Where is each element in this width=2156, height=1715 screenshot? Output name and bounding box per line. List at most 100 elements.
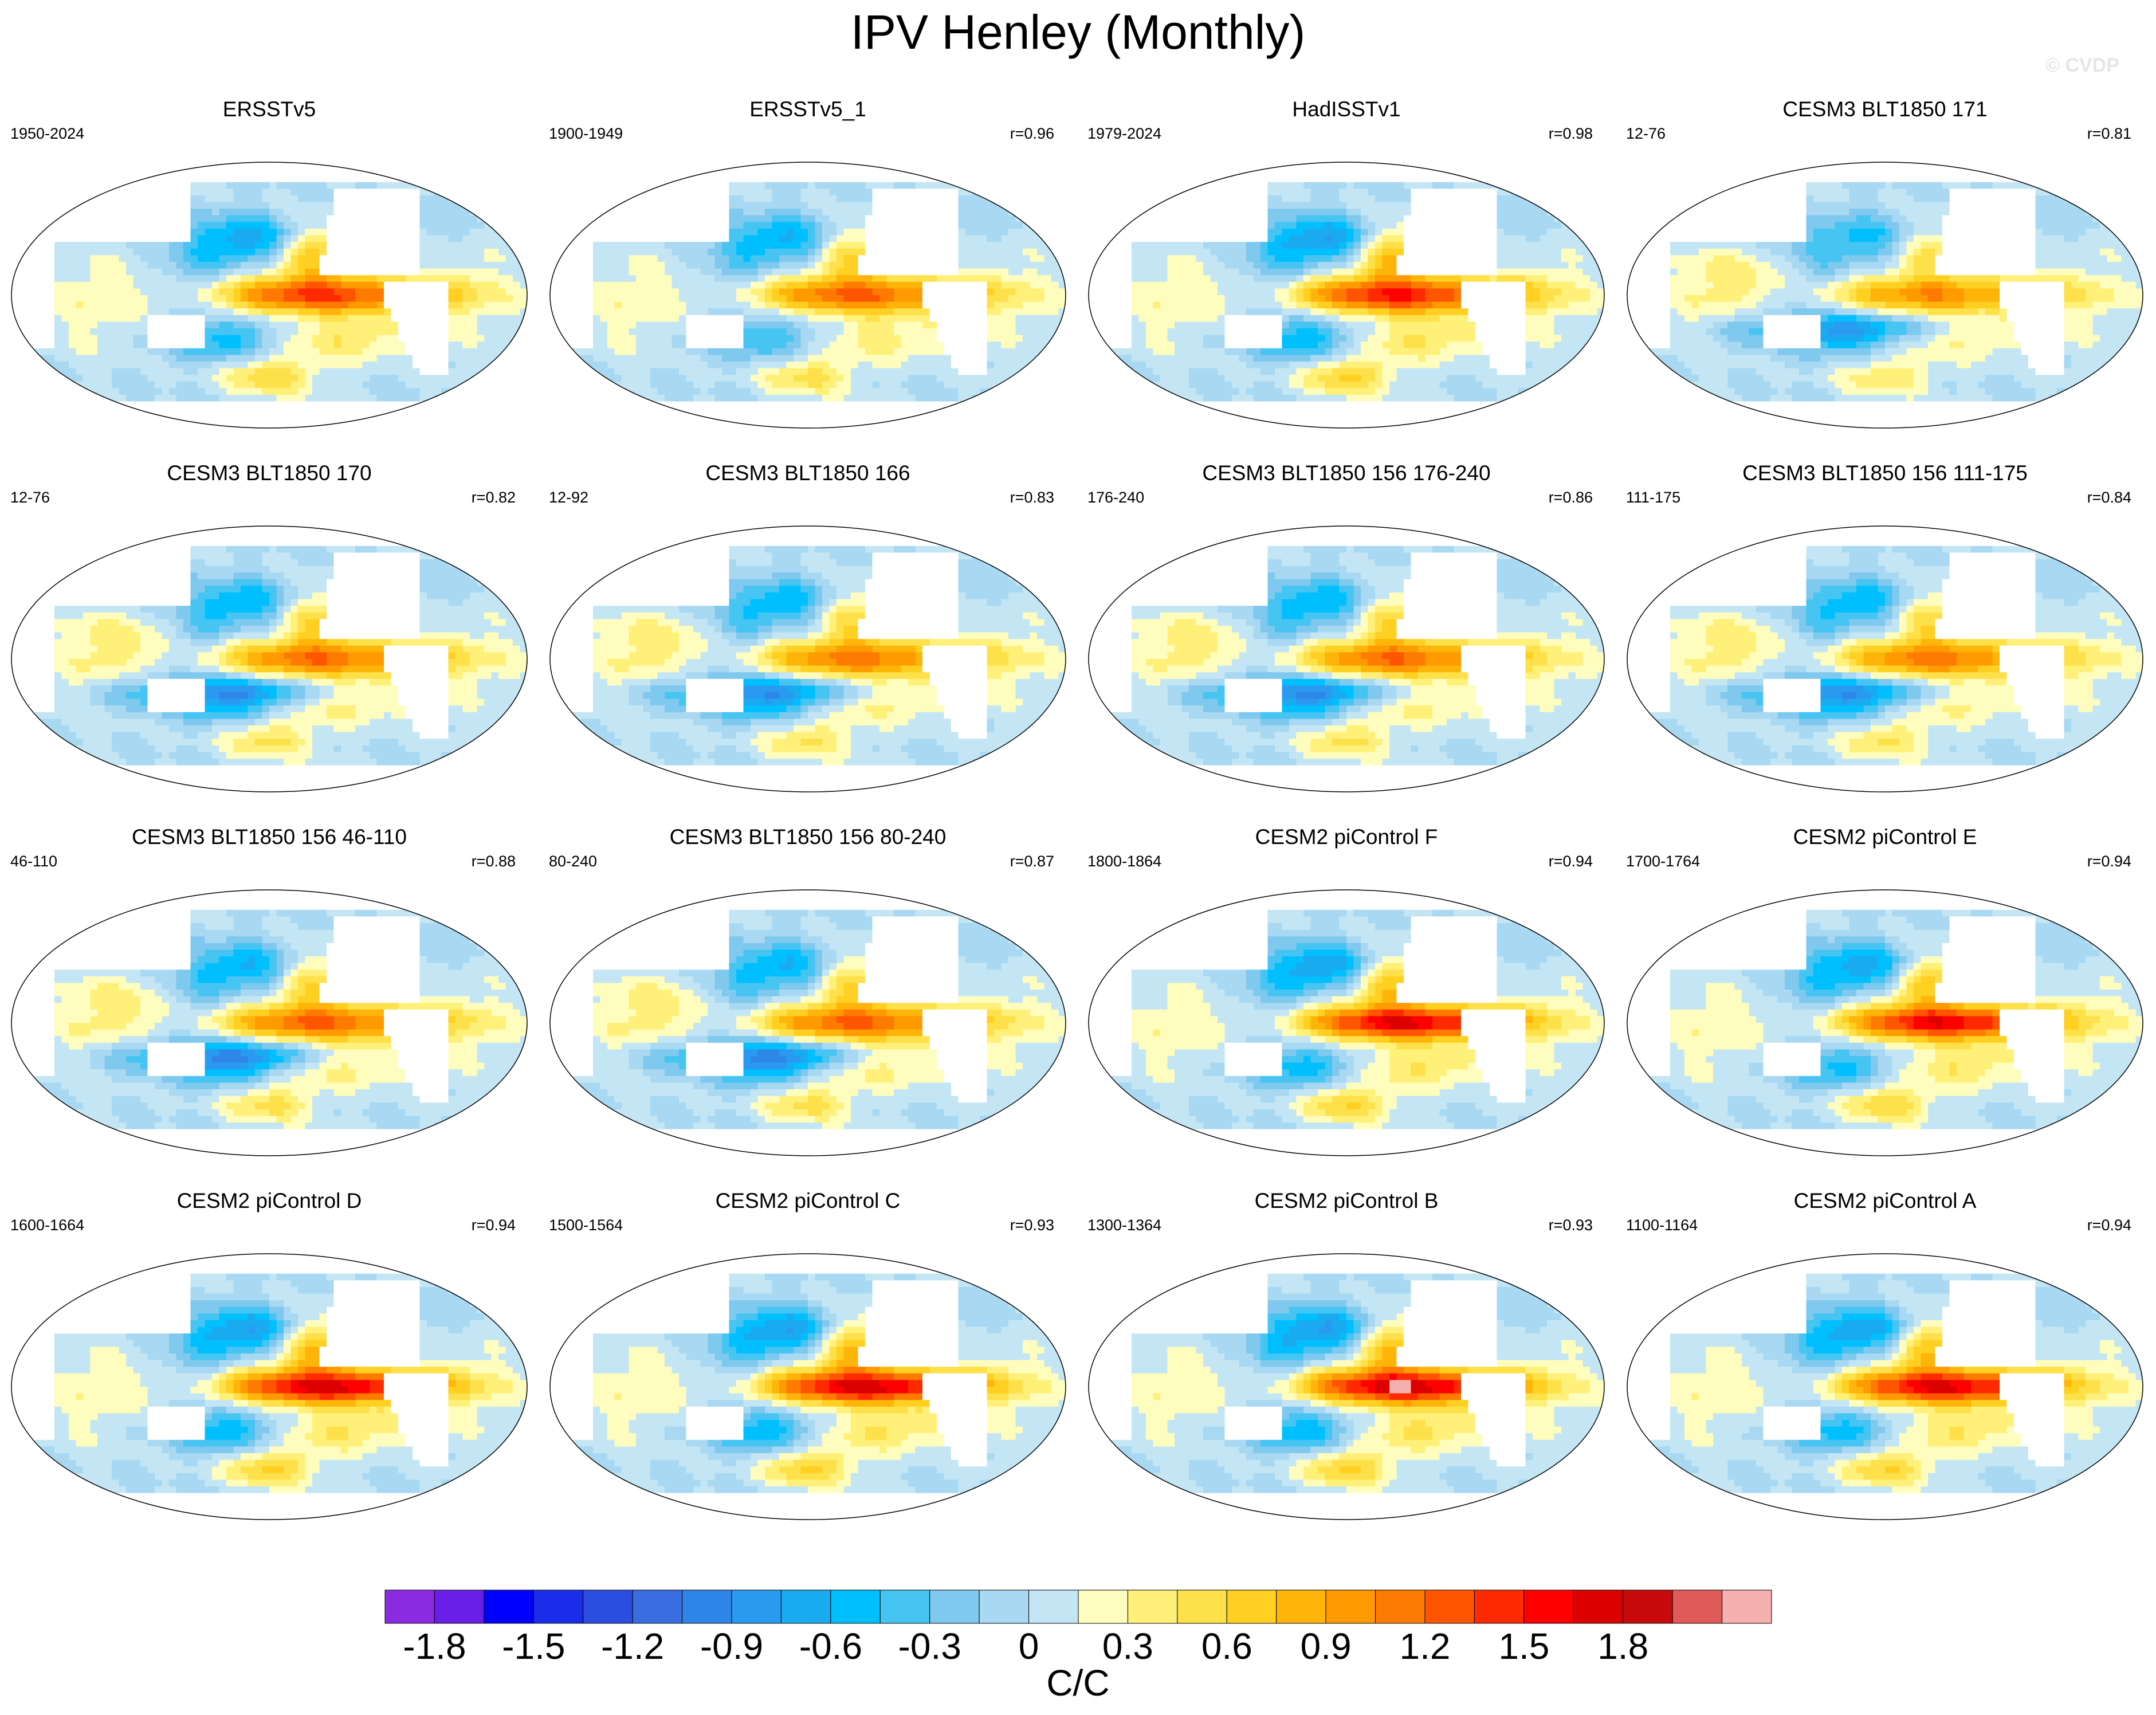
map-heatmap bbox=[1627, 1253, 2143, 1520]
panel-correlation: r=0.94 bbox=[472, 1216, 516, 1234]
map-outline bbox=[1088, 889, 1605, 1156]
map-outline bbox=[549, 525, 1066, 792]
colorbar-tick-label: 0 bbox=[1019, 1626, 1039, 1667]
map-outline bbox=[1627, 889, 2143, 1156]
panel-period: 1600-1664 bbox=[10, 1216, 84, 1234]
map-outline bbox=[11, 1253, 528, 1520]
colorbar-swatch bbox=[583, 1590, 633, 1624]
map-heatmap bbox=[549, 1253, 1066, 1520]
colorbar-swatch bbox=[979, 1590, 1030, 1624]
colorbar-swatch bbox=[1226, 1590, 1277, 1624]
colorbar-swatch bbox=[1523, 1590, 1574, 1624]
map-outline bbox=[1627, 162, 2143, 429]
panel-title: CESM2 piControl F bbox=[1077, 825, 1616, 849]
map-heatmap bbox=[1088, 889, 1605, 1156]
colorbar-swatch bbox=[1028, 1590, 1079, 1624]
map-heatmap bbox=[549, 162, 1066, 429]
map-heatmap bbox=[1627, 162, 2143, 429]
map-field bbox=[550, 162, 1066, 428]
map-outline bbox=[1088, 162, 1605, 429]
colorbar-tick-label: 1.2 bbox=[1400, 1626, 1451, 1667]
map-panel: CESM2 piControl D 1600-1664 r=0.94 bbox=[0, 1189, 539, 1533]
panel-period: 1500-1564 bbox=[549, 1216, 623, 1234]
panel-title: CESM3 BLT1850 156 111-175 bbox=[1616, 461, 2154, 485]
map-panel: CESM2 piControl B 1300-1364 r=0.93 bbox=[1077, 1189, 1616, 1533]
panel-title: CESM3 BLT1850 156 46-110 bbox=[0, 825, 539, 849]
colorbar-swatch bbox=[533, 1590, 584, 1624]
map-panel: ERSSTv5_1 1900-1949 r=0.96 bbox=[539, 97, 1077, 441]
colorbar-swatch bbox=[1573, 1590, 1624, 1624]
colorbar-tick-label: 1.8 bbox=[1597, 1626, 1648, 1667]
colorbar-swatch bbox=[830, 1590, 881, 1624]
map-heatmap bbox=[1627, 889, 2143, 1156]
map-heatmap bbox=[11, 525, 528, 792]
map-panel: CESM3 BLT1850 156 80-240 80-240 r=0.87 bbox=[539, 825, 1077, 1169]
map-heatmap bbox=[1088, 525, 1605, 792]
panel-correlation: r=0.81 bbox=[2087, 125, 2131, 143]
panel-title: ERSSTv5 bbox=[0, 97, 539, 121]
colorbar-swatch bbox=[1623, 1590, 1673, 1624]
colorbar-tick-label: -1.2 bbox=[601, 1626, 664, 1667]
panel-period: 80-240 bbox=[549, 853, 597, 870]
colorbar-swatch bbox=[1078, 1590, 1128, 1624]
colorbar-swatch bbox=[1375, 1590, 1425, 1624]
page-title: IPV Henley (Monthly) bbox=[0, 5, 2156, 60]
colorbar-unit-label: C/C bbox=[0, 1662, 2156, 1704]
map-outline bbox=[11, 525, 528, 792]
panel-period: 1900-1949 bbox=[549, 125, 623, 143]
colorbar-tick-label: -0.6 bbox=[799, 1626, 862, 1667]
colorbar-swatch bbox=[1424, 1590, 1475, 1624]
panel-title: CESM3 BLT1850 170 bbox=[0, 461, 539, 485]
panel-period: 1800-1864 bbox=[1087, 853, 1161, 870]
panel-title: CESM2 piControl C bbox=[539, 1189, 1077, 1213]
panel-correlation: r=0.98 bbox=[1549, 125, 1593, 143]
colorbar-tick-label: -1.8 bbox=[403, 1626, 466, 1667]
panel-correlation: r=0.87 bbox=[1010, 853, 1054, 870]
panel-period: 12-76 bbox=[1626, 125, 1666, 143]
colorbar-swatch bbox=[780, 1590, 831, 1624]
colorbar-tick-label: 1.5 bbox=[1498, 1626, 1549, 1667]
colorbar-swatch bbox=[731, 1590, 781, 1624]
map-outline bbox=[11, 889, 528, 1156]
panel-correlation: r=0.86 bbox=[1549, 489, 1593, 507]
map-outline bbox=[549, 1253, 1066, 1520]
colorbar-swatch bbox=[1722, 1590, 1772, 1624]
colorbar-swatch bbox=[484, 1590, 534, 1624]
colorbar-swatch bbox=[1325, 1590, 1376, 1624]
panel-correlation: r=0.93 bbox=[1549, 1216, 1593, 1234]
map-heatmap bbox=[549, 525, 1066, 792]
map-panel: CESM3 BLT1850 156 176-240 176-240 r=0.86 bbox=[1077, 461, 1616, 805]
map-panel: CESM2 piControl E 1700-1764 r=0.94 bbox=[1616, 825, 2154, 1169]
panel-title: HadISSTv1 bbox=[1077, 97, 1616, 121]
panel-period: 46-110 bbox=[10, 853, 57, 870]
colorbar-swatch bbox=[1474, 1590, 1525, 1624]
panel-period: 1950-2024 bbox=[10, 125, 84, 143]
colorbar-tick-label: 0.9 bbox=[1301, 1626, 1352, 1667]
colorbar-tick-label: 0.3 bbox=[1102, 1626, 1153, 1667]
map-heatmap bbox=[11, 1253, 528, 1520]
panel-period: 176-240 bbox=[1087, 489, 1144, 507]
panel-correlation: r=0.94 bbox=[2087, 853, 2131, 870]
panel-title: CESM3 BLT1850 171 bbox=[1616, 97, 2154, 121]
panel-correlation: r=0.82 bbox=[472, 489, 516, 507]
map-panel: CESM3 BLT1850 170 12-76 r=0.82 bbox=[0, 461, 539, 805]
panel-title: CESM3 BLT1850 156 80-240 bbox=[539, 825, 1077, 849]
map-panel: CESM3 BLT1850 156 46-110 46-110 r=0.88 bbox=[0, 825, 539, 1169]
map-panel: HadISSTv1 1979-2024 r=0.98 bbox=[1077, 97, 1616, 441]
panel-period: 1100-1164 bbox=[1626, 1216, 1698, 1234]
panel-title: CESM2 piControl D bbox=[0, 1189, 539, 1213]
map-heatmap bbox=[1088, 1253, 1605, 1520]
colorbar-swatch bbox=[879, 1590, 930, 1624]
panel-correlation: r=0.96 bbox=[1010, 125, 1054, 143]
map-panel: CESM3 BLT1850 166 12-92 r=0.83 bbox=[539, 461, 1077, 805]
colorbar-swatch bbox=[1127, 1590, 1178, 1624]
map-heatmap bbox=[549, 889, 1066, 1156]
panel-correlation: r=0.94 bbox=[2087, 1216, 2131, 1234]
panel-title: CESM3 BLT1850 156 176-240 bbox=[1077, 461, 1616, 485]
panel-title: CESM3 BLT1850 166 bbox=[539, 461, 1077, 485]
panel-period: 12-92 bbox=[549, 489, 588, 507]
map-outline bbox=[1627, 1253, 2143, 1520]
colorbar-swatch bbox=[682, 1590, 732, 1624]
panel-correlation: r=0.93 bbox=[1010, 1216, 1054, 1234]
